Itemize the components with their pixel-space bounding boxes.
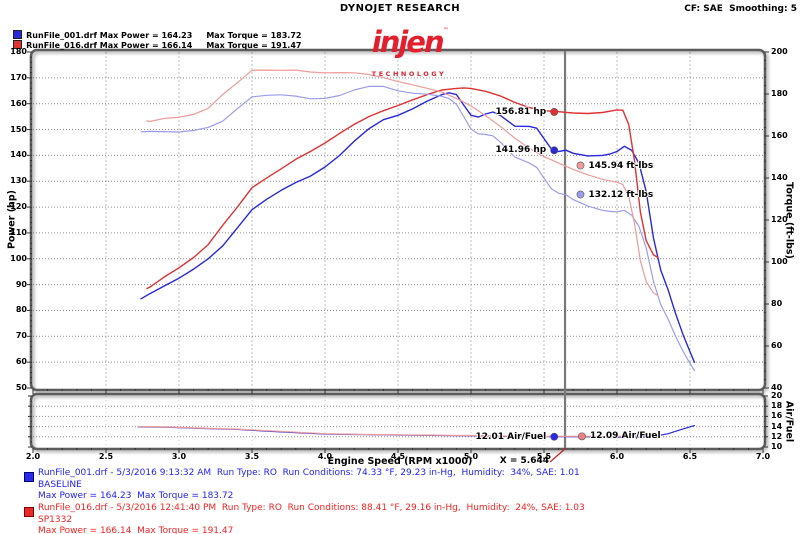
airfuel-tick-label: 18 [771,401,783,411]
footer-run1-line1: RunFile_001.drf - 5/3/2016 9:13:32 AM Ru… [38,468,580,478]
marker-dot [550,108,559,116]
marker-dot [578,432,586,441]
airfuel-tick-label: 16 [771,411,783,421]
correction-smoothing-label: CF: SAE Smoothing: 5 [684,4,797,14]
rpm-tick-label: 5.5 [536,452,552,461]
rpm-tick-label: 7.0 [755,452,771,461]
annotation-label: 12.09 Air/Fuel [589,431,661,442]
legend-run1-text: RunFile_001.drf Max Power = 164.23 [26,31,193,40]
legend-run2-text: RunFile_016.drf Max Power = 166.14 [26,41,193,50]
power-tick-label: 170 [10,72,27,82]
rpm-tick-label: 3.5 [244,452,260,461]
footer-run1-line2: BASELINE [38,480,82,490]
torque-tick-label: 100 [771,257,788,266]
power-tick-label: 150 [10,124,27,134]
legend-run1-swatch [13,30,23,39]
rpm-tick-label: 4.0 [317,452,333,461]
marker-dot [550,146,559,155]
injen-logo-tagline: TECHNOLOGY [371,70,447,78]
power-tick-label: 160 [10,98,27,108]
marker-dot [576,161,585,170]
annotation-label: 12.01 Air/Fuel [475,431,547,442]
legend-run1: RunFile_001.drf Max Power = 164.23 Max To… [2,20,301,40]
torque-tick-label: 120 [771,215,788,224]
curve-runfile-001-power-hp- [140,92,696,363]
airfuel-tick-label: 14 [771,421,783,431]
power-tick-label: 70 [15,331,27,341]
torque-tick-label: 60 [771,341,783,350]
rpm-tick-label: 6.0 [609,452,625,461]
trademark-symbol: ™ [442,27,449,34]
torque-tick-label: 160 [771,131,788,140]
injen-logo-word: injen [371,25,445,59]
page-title: DYNOJET RESEARCH [339,3,461,14]
rpm-tick-label: 3.0 [171,452,187,461]
rpm-tick-label: 2.5 [98,452,114,461]
rpm-tick-label: 6.5 [682,452,698,461]
power-tick-label: 110 [10,227,27,237]
curve-runfile-016-torque-ft-lbs- [146,69,659,297]
torque-tick-label: 40 [771,383,783,392]
footer-run2-swatch [24,507,34,517]
annotation-label: 141.96 hp [495,145,547,156]
airfuel-tick-label: 12 [771,431,783,441]
torque-tick-label: 180 [771,89,788,98]
rpm-tick-label: 5.0 [463,452,479,461]
annotation-label: 132.12 ft-lbs [588,189,654,200]
legend-run2: RunFile_016.drf Max Power = 166.14 Max To… [2,30,301,50]
power-tick-label: 50 [15,383,27,392]
x-axis-title: Engine Speed (RPM x1000) [327,456,473,467]
curve-runfile-001-torque-ft-lbs- [140,85,695,372]
cursor-pointer-line [549,447,567,463]
footer-run2-line2: SP1332 [38,515,73,525]
airfuel-tick-label: 20 [771,391,783,400]
power-tick-label: 140 [10,150,27,160]
cursor-x-label: X = 5.644 [499,456,549,466]
footer-run2-line3: Max Power = 166.14 Max Torque = 191.47 [38,526,234,534]
legend-run1-text2: Max Torque = 183.72 [206,31,302,40]
power-tick-label: 100 [10,253,27,263]
power-tick-label: 90 [15,279,27,289]
legend-run2-swatch [13,40,23,49]
power-tick-label: 130 [10,176,27,186]
footer-run2-line1: RunFile_016.drf - 5/3/2016 12:41:40 PM R… [38,503,585,513]
footer-run1-swatch [24,472,34,482]
injen-logo: injen™ TECHNOLOGY [340,12,460,110]
torque-tick-label: 80 [771,299,783,308]
marker-dot [550,432,559,441]
rpm-tick-label: 2.0 [25,452,41,461]
airfuel-axis-title: Air/Fuel [783,400,795,443]
airfuel-tick-label: 10 [771,442,783,451]
rpm-tick-label: 4.5 [390,452,406,461]
footer-run1-line3: Max Power = 164.23 Max Torque = 183.72 [38,491,234,501]
torque-tick-label: 140 [771,173,788,182]
torque-tick-label: 200 [771,47,788,56]
marker-dot [576,190,585,199]
curve-runfile-016-power-hp- [146,87,659,290]
annotation-label: 156.81 hp [495,106,547,117]
legend-run2-text2: Max Torque = 191.47 [206,41,302,50]
annotation-label: 145.94 ft-lbs [588,160,654,171]
power-tick-label: 60 [15,357,27,367]
power-tick-label: 120 [10,202,27,212]
curve-runfile-016-air-fuel [137,426,655,437]
power-tick-label: 80 [15,305,27,315]
power-tick-label: 180 [10,47,27,56]
